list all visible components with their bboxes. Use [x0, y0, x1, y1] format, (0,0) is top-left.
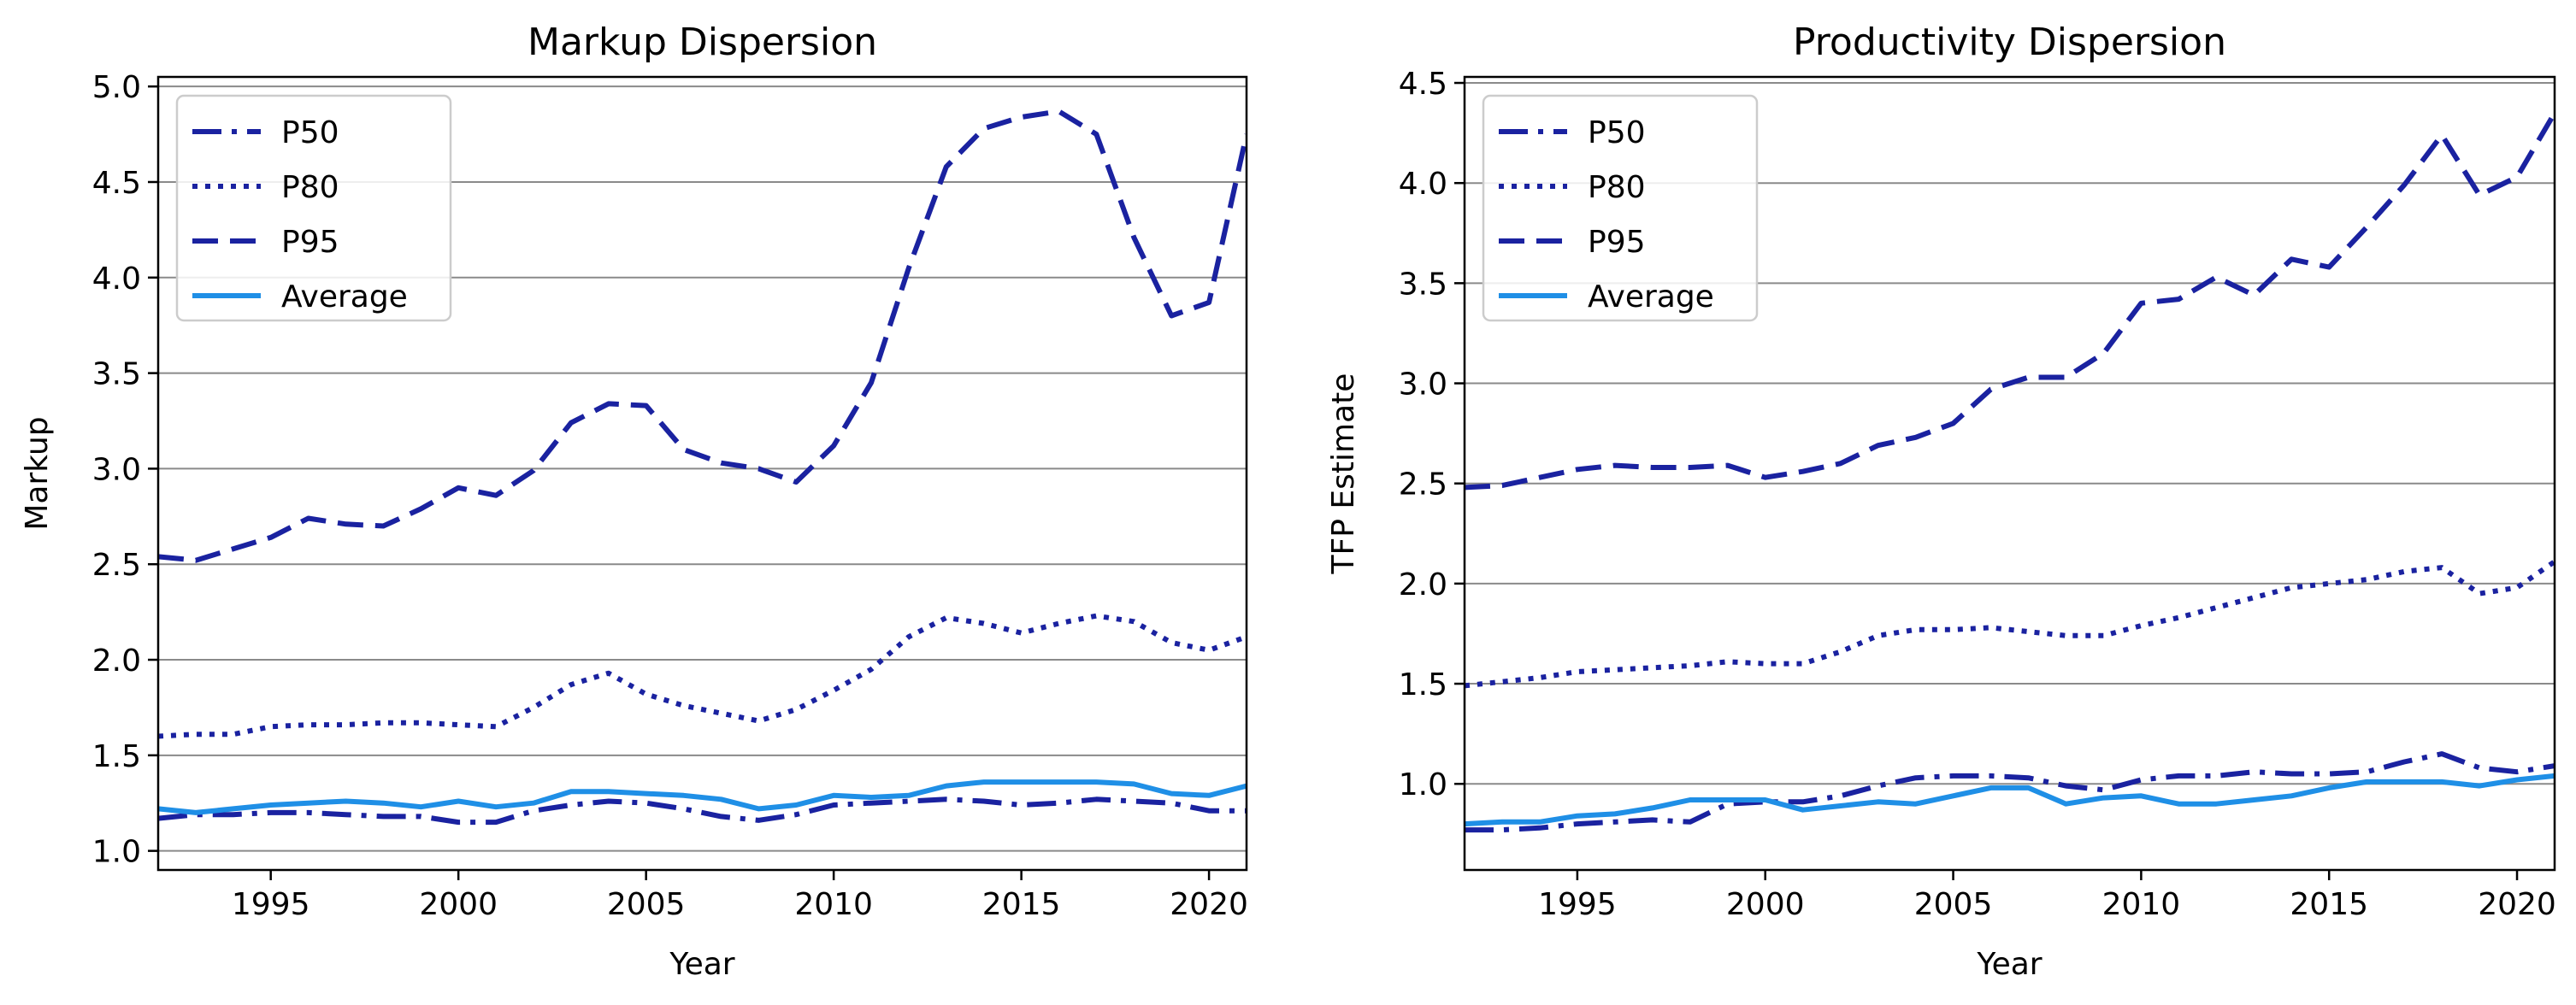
- y-tick-label: 4.0: [92, 262, 141, 297]
- y-tick-label: 1.0: [1399, 767, 1447, 802]
- series-line-p80: [1465, 559, 2555, 689]
- series-line-average: [158, 779, 1247, 815]
- y-tick-label: 3.5: [1399, 267, 1447, 302]
- y-tick-label: 5.0: [92, 70, 141, 105]
- y-tick-label: 1.5: [1399, 667, 1447, 702]
- y-axis-label: Markup: [20, 416, 55, 530]
- chart-title: Markup Dispersion: [528, 21, 877, 64]
- y-tick-label: 2.5: [92, 548, 141, 583]
- x-tick-label: 2005: [1914, 887, 1993, 922]
- legend-label-p80: P80: [281, 170, 339, 205]
- x-tick-label: 2020: [2478, 887, 2556, 922]
- y-tick-label: 1.5: [92, 739, 141, 774]
- x-tick-label: 2010: [794, 887, 873, 922]
- x-axis-label: Year: [669, 947, 734, 982]
- x-tick-label: 2020: [1170, 887, 1248, 922]
- y-tick-label: 4.5: [92, 166, 141, 201]
- series-line-p95: [1465, 111, 2555, 491]
- chart-title: Productivity Dispersion: [1793, 21, 2226, 64]
- legend-label-p95: P95: [281, 225, 339, 260]
- x-tick-label: 2015: [2290, 887, 2368, 922]
- y-tick-label: 2.0: [92, 644, 141, 679]
- series-line-p95: [158, 109, 1247, 563]
- productivity-dispersion-chart: 1.0 1.5 2.0 2.5 3.0 3.5 4.0 4.5 1995 2000 2005 2010…: [1326, 21, 2556, 982]
- legend: P50 P80 P95 Average: [1482, 94, 1759, 322]
- plot-frame: [156, 75, 1248, 872]
- x-axis-label: Year: [1976, 947, 2042, 982]
- legend-label-average: Average: [281, 279, 408, 314]
- legend-label-p50: P50: [1588, 115, 1646, 150]
- y-tick-label: 4.0: [1399, 167, 1447, 202]
- x-tick-label: 2010: [2102, 887, 2181, 922]
- legend-label-p95: P95: [1588, 225, 1646, 260]
- legend-label-p80: P80: [1588, 170, 1646, 205]
- series-lines: [158, 109, 1247, 826]
- y-tick-label: 3.5: [92, 357, 141, 392]
- y-axis-label: TFP Estimate: [1326, 373, 1361, 575]
- x-tick-label: 2000: [1726, 887, 1805, 922]
- legend-label-average: Average: [1588, 279, 1714, 314]
- x-tick-label: 2015: [982, 887, 1061, 922]
- legend-box: [1482, 94, 1759, 322]
- legend-label-p50: P50: [281, 115, 339, 150]
- y-tick-label: 3.0: [92, 452, 141, 487]
- x-tick-label: 1995: [232, 887, 310, 922]
- y-tick-label: 3.0: [1399, 367, 1447, 403]
- y-tick-label: 4.5: [1399, 67, 1447, 102]
- legend-box: [175, 94, 452, 322]
- series-line-p80: [158, 613, 1247, 739]
- plot-frame: [1463, 75, 2556, 872]
- series-line-p50: [1465, 751, 2555, 833]
- series-line-p50: [158, 796, 1247, 826]
- y-tick-label: 1.0: [92, 835, 141, 870]
- series-lines: [1465, 111, 2555, 833]
- markup-dispersion-chart: 1.0 1.5 2.0 2.5 3.0 3.5 4.0 4.5 5.0 1995 2000 2005 2…: [20, 21, 1248, 982]
- y-tick-label: 2.5: [1399, 467, 1447, 502]
- x-tick-label: 2005: [607, 887, 686, 922]
- series-line-average: [1465, 773, 2555, 827]
- x-tick-label: 1995: [1538, 887, 1617, 922]
- x-tick-label: 2000: [419, 887, 498, 922]
- legend: P50 P80 P95 Average: [175, 94, 452, 322]
- y-tick-label: 2.0: [1399, 567, 1447, 602]
